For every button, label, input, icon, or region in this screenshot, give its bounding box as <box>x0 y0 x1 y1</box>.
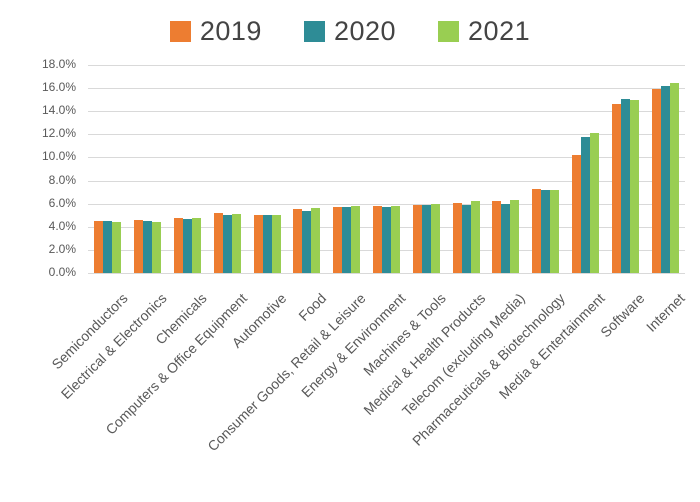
legend-label: 2020 <box>333 16 397 46</box>
bar-2021-medical-health-products <box>470 201 480 273</box>
bar-2019-internet <box>651 89 661 273</box>
legend-label: 2019 <box>199 16 262 46</box>
bar-2020-internet <box>660 85 670 273</box>
legend-swatch-2020 <box>303 21 325 42</box>
bar-2021-media-entertainment <box>590 133 599 273</box>
y-axis-tick-label: 2.0% <box>48 241 76 256</box>
y-axis-tick-label: 6.0% <box>48 195 76 210</box>
bar-2021-computers-office-equipment <box>231 214 241 273</box>
bar-2020-computers-office-equipment <box>222 215 232 273</box>
gridline-0.0pct <box>88 273 685 274</box>
bar-2019-semiconductors <box>94 221 104 273</box>
y-axis-tick-label: 8.0% <box>48 172 76 187</box>
legend-swatch-2019 <box>169 21 191 42</box>
gridline-18.0pct <box>88 65 685 66</box>
y-axis-tick-label: 4.0% <box>48 218 76 233</box>
bar-2020-chemicals <box>183 218 192 273</box>
bar-2020-consumer-goods-retail-leisure <box>342 207 352 273</box>
bar-2020-media-entertainment <box>581 136 590 273</box>
bar-2020-automotive <box>262 215 272 273</box>
y-axis-tick-label: 0.0% <box>48 265 76 279</box>
bar-2020-software <box>620 98 630 273</box>
bar-2019-telecom-excluding-media <box>492 201 502 273</box>
bar-2019-machines-tools <box>412 204 422 273</box>
bar-2019-consumer-goods-retail-leisure <box>333 207 343 273</box>
bar-2021-automotive <box>271 215 281 273</box>
bar-2019-food <box>293 209 303 273</box>
gridline-16.0pct <box>88 88 685 90</box>
bar-2020-energy-environment <box>382 207 391 273</box>
bar-2021-food <box>311 208 321 273</box>
bar-2019-energy-environment <box>373 205 382 273</box>
x-axis-label-food: Food <box>295 290 330 324</box>
legend-item-2019: 2019 <box>169 16 262 47</box>
gridline-6.0pct <box>88 203 685 205</box>
gridline-8.0pct <box>88 180 685 182</box>
bar-2020-semiconductors <box>103 221 113 273</box>
bar-2019-software <box>611 104 621 273</box>
legend-item-2021: 2021 <box>438 16 530 47</box>
bar-2019-pharmaceuticals-biotechnology <box>532 188 542 273</box>
bar-2020-pharmaceuticals-biotechnology <box>541 189 551 273</box>
bar-2019-computers-office-equipment <box>213 212 223 273</box>
bar-2021-semiconductors <box>112 222 122 273</box>
gridline-12.0pct <box>88 134 685 136</box>
bar-2021-energy-environment <box>391 205 400 273</box>
bar-2019-chemicals <box>174 217 183 273</box>
bar-2021-machines-tools <box>430 203 440 273</box>
y-axis-tick-label: 12.0% <box>41 126 76 141</box>
bar-2021-software <box>629 99 639 273</box>
bar-2020-machines-tools <box>421 204 431 273</box>
bar-2021-chemicals <box>192 217 201 273</box>
bar-2019-electrical-electronics <box>134 219 144 273</box>
bar-2020-food <box>302 210 312 273</box>
gridline-10.0pct <box>88 157 685 159</box>
bar-2021-electrical-electronics <box>152 222 162 273</box>
gridline-14.0pct <box>88 111 685 113</box>
bar-2019-media-entertainment <box>572 155 581 273</box>
bar-2021-internet <box>669 83 679 273</box>
legend-item-2020: 2020 <box>303 16 397 47</box>
bar-2020-telecom-excluding-media <box>501 203 511 273</box>
bar-2020-medical-health-products <box>461 204 471 273</box>
bar-2019-automotive <box>253 215 263 273</box>
y-axis-tick-label: 10.0% <box>41 149 76 164</box>
bar-2021-telecom-excluding-media <box>510 200 520 273</box>
legend-swatch-2021 <box>438 21 460 42</box>
legend-label: 2021 <box>468 16 531 46</box>
bar-2021-pharmaceuticals-biotechnology <box>550 189 560 273</box>
chart-legend: 2019 2020 2021 <box>0 16 700 47</box>
y-axis-tick-label: 18.0% <box>41 57 76 71</box>
bar-2021-consumer-goods-retail-leisure <box>351 205 361 273</box>
y-axis-tick-label: 14.0% <box>41 103 76 118</box>
bar-2020-electrical-electronics <box>143 221 153 273</box>
y-axis-tick-label: 16.0% <box>41 80 76 95</box>
x-axis-label-internet: Internet <box>642 290 688 335</box>
bar-2019-medical-health-products <box>452 202 462 273</box>
